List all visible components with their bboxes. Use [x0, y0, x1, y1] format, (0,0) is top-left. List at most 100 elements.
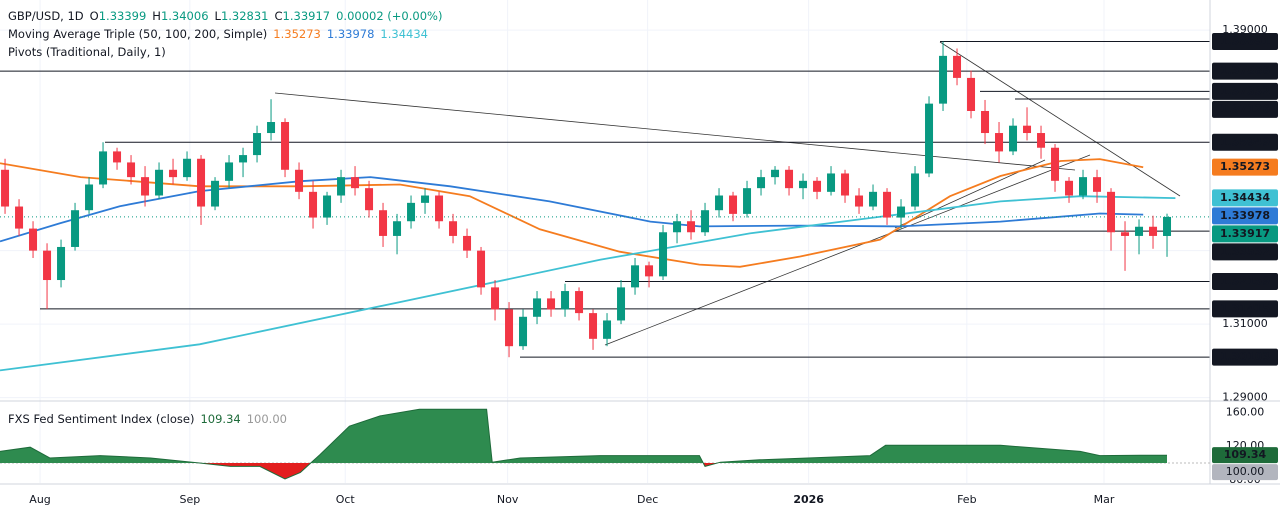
candle-body [533, 298, 542, 317]
candle-body [589, 313, 598, 339]
ma-tag [1212, 207, 1278, 225]
candle-body [407, 202, 416, 222]
legend-row: GBP/USD, 1D O1.33399 H1.34006 L1.32831 C… [8, 7, 442, 25]
candle-body [771, 169, 780, 178]
ma-title: Moving Average Triple (50, 100, 200, Sim… [8, 27, 268, 41]
label: C [274, 9, 283, 23]
candle-body [1009, 125, 1018, 152]
ohlc: H1.34006 [152, 7, 208, 25]
candle-body [673, 221, 682, 233]
pivot-tag-label: 1.31415 [1220, 302, 1270, 315]
candle-body [281, 122, 290, 170]
candle-body [127, 162, 136, 178]
x-tick-label: Mar [1094, 493, 1115, 506]
pivot-tag-label: 1.37886 [1220, 64, 1270, 77]
ohlc: C1.33917 [275, 7, 331, 25]
index-value: 109.34 [200, 412, 241, 426]
pivot-tag-label: 1.33532 [1220, 245, 1270, 258]
ma-tag-label: 1.35273 [1220, 160, 1270, 173]
candle-body [253, 133, 262, 156]
candle-body [421, 195, 430, 203]
candle-body [1135, 226, 1144, 236]
candle-body [715, 195, 724, 211]
y-tick-label: 1.39000 [1222, 23, 1268, 36]
index-baseline: 100.00 [246, 412, 287, 426]
candle-body [1107, 191, 1116, 233]
candle-body [393, 221, 402, 236]
price-tag [1212, 225, 1278, 243]
pivot-tag-label: 1.32159 [1220, 275, 1270, 288]
candle-body [351, 177, 360, 189]
trendline [604, 154, 1091, 346]
pivot-tag [1212, 348, 1278, 366]
candle-body [645, 265, 654, 277]
candle-body [855, 195, 864, 207]
candle-body [505, 309, 514, 347]
value: 1.34006 [160, 9, 209, 23]
candle-body [785, 169, 794, 189]
candles [1, 41, 1172, 358]
y-tick-label: 1.29000 [1222, 391, 1268, 404]
candle-body [435, 195, 444, 222]
pivot-tag-label: 1.38691 [1220, 34, 1270, 47]
candle-body [939, 55, 948, 104]
x-tick-label: Oct [336, 493, 356, 506]
pivot-tag [1212, 243, 1278, 261]
moving-averages [0, 158, 1210, 372]
candle-body [141, 177, 150, 196]
label: H [152, 9, 161, 23]
candle-body [743, 188, 752, 214]
candle-body [379, 210, 388, 236]
trendline [274, 92, 1076, 171]
candle-body [477, 250, 486, 288]
candle-body [1037, 133, 1046, 148]
value-tag-label: 109.34 [1224, 448, 1267, 461]
candle-body [547, 298, 556, 310]
ma-line [0, 195, 1176, 372]
candle-body [883, 191, 892, 218]
pivot-tag [1212, 100, 1278, 118]
y-tick-label: 1.31000 [1222, 317, 1268, 330]
ohlc: L1.32831 [215, 7, 269, 25]
candle-body [995, 133, 1004, 152]
area-positive [0, 409, 1167, 463]
ma-value: 1.34434 [380, 27, 428, 41]
ma-tag [1212, 158, 1278, 176]
ma-value: 1.35273 [273, 27, 321, 41]
candle-body [561, 291, 570, 310]
legend-row: Pivots (Traditional, Daily, 1) [8, 43, 166, 61]
candle-body [603, 320, 612, 339]
candle-body [183, 158, 192, 178]
x-tick-label: Sep [179, 493, 200, 506]
candle-body [953, 55, 962, 78]
ma-line [0, 158, 1144, 268]
pivots-title: Pivots (Traditional, Daily, 1) [8, 45, 166, 59]
candle-body [799, 180, 808, 189]
candle-body [1093, 177, 1102, 192]
legend-row: FXS Fed Sentiment Index (close) 109.34 1… [8, 410, 287, 428]
candle-body [239, 155, 248, 163]
pivot-tag-label: 1.37126 [1220, 102, 1270, 115]
ma-tag-label: 1.33978 [1220, 209, 1270, 222]
trendline [939, 41, 1181, 197]
candle-body [1023, 125, 1032, 134]
candle-body [463, 235, 472, 251]
candle-body [99, 151, 108, 185]
pivot-tag-label: 1.30103 [1220, 350, 1270, 363]
candle-body [897, 206, 906, 218]
candle-body [1, 169, 10, 207]
y-tick-label: 160.00 [1226, 406, 1265, 419]
candle-body [309, 191, 318, 218]
candle-body [267, 122, 276, 134]
ma-line [0, 176, 1144, 243]
candle-body [15, 206, 24, 229]
candle-body [967, 77, 976, 111]
trendlines [274, 41, 1181, 346]
candle-body [337, 177, 346, 196]
x-tick-label: Feb [957, 493, 976, 506]
candle-body [491, 287, 500, 310]
candle-body [1121, 232, 1130, 236]
ma-value: 1.33978 [326, 27, 375, 41]
value: 1.33917 [282, 9, 331, 23]
baseline-tag-label: 100.00 [1226, 465, 1265, 478]
